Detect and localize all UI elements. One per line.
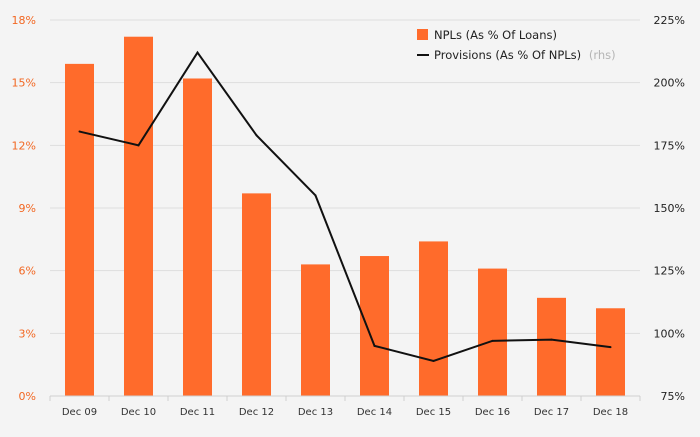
legend-label-provisions: Provisions (As % Of NPLs) (rhs) [434, 48, 616, 62]
y-left-tick-label: 0% [19, 390, 36, 403]
provisions-point [373, 344, 376, 347]
provisions-point [491, 339, 494, 342]
x-tick-label: Dec 18 [593, 407, 628, 418]
npl-bars [65, 36, 625, 396]
y-left-tick-label: 3% [19, 327, 36, 340]
provisions-point [137, 144, 140, 147]
legend-swatch-npl [417, 29, 428, 40]
x-tick-label: Dec 13 [298, 407, 333, 418]
npl-bar [360, 256, 389, 396]
provisions-line-group [78, 50, 612, 362]
x-tick-label: Dec 14 [357, 407, 392, 418]
y-right-tick-label: 225% [654, 14, 685, 27]
npl-bar [301, 264, 330, 396]
y-left-tick-label: 9% [19, 202, 36, 215]
x-tick-label: Dec 16 [475, 407, 510, 418]
npl-bar [242, 193, 271, 396]
y-right-tick-label: 175% [654, 139, 685, 152]
provisions-line [79, 50, 611, 362]
npl-bar [419, 241, 448, 396]
x-tick-label: Dec 17 [534, 407, 569, 418]
provisions-point [609, 346, 612, 349]
y-right-tick-label: 150% [654, 202, 685, 215]
x-tick-label: Dec 09 [62, 407, 97, 418]
legend-label-provisions-main: Provisions (As % Of NPLs) [434, 48, 581, 62]
npl-bar [183, 78, 212, 396]
axes: 0% 3% 6% 9% 12% 15% 18% 75% 100% 125% 150% 175% 200%… [12, 14, 685, 418]
x-tick-label: Dec 15 [416, 407, 451, 418]
y-right-tick-label: 75% [661, 390, 685, 403]
y-right-tick-label: 125% [654, 265, 685, 278]
npl-bar [596, 308, 625, 396]
provisions-point [196, 51, 199, 54]
y-left-tick-label: 12% [12, 139, 36, 152]
x-tick-label: Dec 11 [180, 407, 215, 418]
x-tick-label: Dec 10 [121, 407, 156, 418]
y-left-tick-label: 15% [12, 77, 36, 90]
provisions-point [255, 134, 258, 137]
legend: NPLs (As % Of Loans) Provisions (As % Of… [417, 28, 616, 62]
npl-bar [537, 297, 566, 396]
npl-bar [124, 36, 153, 396]
x-tick-label: Dec 12 [239, 407, 274, 418]
y-right-tick-label: 200% [654, 77, 685, 90]
legend-label-npl: NPLs (As % Of Loans) [434, 28, 557, 42]
provisions-point [314, 194, 317, 197]
provisions-point [550, 338, 553, 341]
provisions-point [78, 130, 81, 133]
npl-bar [65, 63, 94, 396]
y-left-tick-label: 6% [19, 265, 36, 278]
y-right-tick-label: 100% [654, 327, 685, 340]
npl-bar [478, 268, 507, 396]
y-left-tick-label: 18% [12, 14, 36, 27]
legend-label-rhs-note: (rhs) [589, 48, 616, 62]
provisions-point [432, 359, 435, 362]
